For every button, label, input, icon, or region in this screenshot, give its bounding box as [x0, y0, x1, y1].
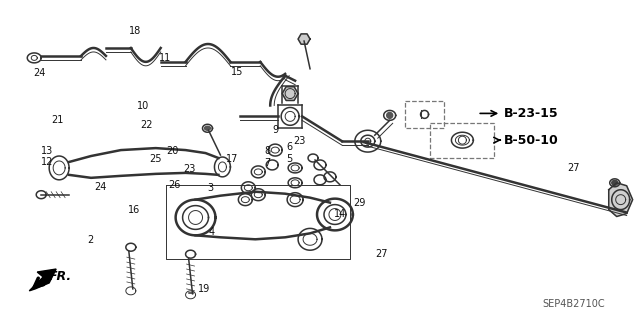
Text: 9: 9: [273, 125, 278, 135]
Text: 18: 18: [129, 26, 141, 36]
Polygon shape: [29, 269, 56, 291]
Bar: [404, 100, 444, 128]
Polygon shape: [612, 180, 618, 185]
Polygon shape: [282, 87, 298, 100]
Text: 23: 23: [183, 164, 196, 174]
Text: 27: 27: [568, 163, 580, 173]
Text: 24: 24: [33, 69, 46, 78]
Polygon shape: [387, 112, 393, 118]
Text: 19: 19: [198, 284, 210, 294]
Text: 25: 25: [149, 154, 162, 164]
Text: SEP4B2710C: SEP4B2710C: [543, 299, 605, 309]
Text: 23: 23: [293, 137, 306, 146]
Text: B-23-15: B-23-15: [504, 107, 559, 120]
Text: 15: 15: [231, 67, 243, 77]
Text: 10: 10: [137, 101, 149, 111]
Text: FR.: FR.: [49, 271, 72, 284]
Text: 27: 27: [375, 249, 387, 259]
Text: 26: 26: [168, 181, 181, 190]
Bar: [429, 123, 494, 158]
Text: 2: 2: [88, 235, 93, 245]
Text: 6: 6: [286, 143, 292, 152]
Polygon shape: [609, 183, 632, 217]
Text: 24: 24: [95, 182, 107, 192]
Text: 29: 29: [353, 198, 365, 208]
Text: 16: 16: [128, 205, 140, 215]
Text: 13: 13: [41, 146, 53, 156]
Text: 22: 22: [140, 120, 153, 130]
Polygon shape: [298, 34, 310, 44]
Text: 17: 17: [226, 154, 238, 164]
Text: 8: 8: [265, 146, 271, 156]
Text: 14: 14: [334, 209, 346, 219]
Text: 11: 11: [159, 53, 172, 63]
Text: 4: 4: [209, 227, 215, 237]
Text: 5: 5: [286, 154, 292, 164]
Text: 7: 7: [264, 158, 271, 168]
Text: 12: 12: [41, 157, 54, 167]
Text: 21: 21: [51, 115, 63, 125]
Text: B-50-10: B-50-10: [504, 134, 559, 147]
Polygon shape: [205, 126, 211, 130]
Text: 20: 20: [166, 146, 179, 156]
Text: 3: 3: [207, 183, 214, 193]
